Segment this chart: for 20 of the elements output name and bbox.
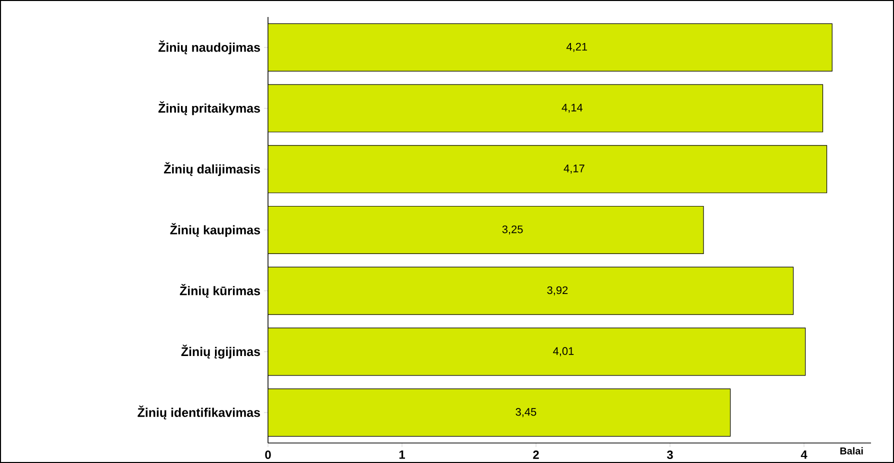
x-axis-title: Balai	[840, 447, 863, 454]
y-tick-label: Žinių kaupimas	[170, 223, 260, 237]
y-tick-label: Žinių kūrimas	[180, 284, 260, 298]
x-tick-label: 3	[666, 450, 673, 459]
data-label: 3,92	[547, 286, 568, 296]
y-tick-label: Žinių identifikavimas	[138, 406, 260, 420]
data-label: 4,01	[553, 347, 574, 356]
y-tick-label: Žinių pritaikymas	[158, 101, 260, 116]
y-tick-label: Žinių naudojimas	[158, 40, 260, 54]
x-tick-label: 1	[399, 450, 405, 459]
data-label: 3,45	[516, 408, 536, 418]
x-tick-label: 4	[800, 450, 808, 459]
data-label: 3,25	[502, 225, 523, 235]
data-label: 4,21	[566, 42, 588, 52]
y-tick-label: Žinių dalijimasis	[164, 162, 260, 176]
x-tick-label: 2	[533, 450, 539, 459]
x-tick-label: 0	[265, 450, 271, 459]
data-label: 4,17	[564, 164, 584, 174]
data-label: 4,14	[562, 104, 583, 113]
y-tick-label: Žinių įgijimas	[181, 344, 260, 359]
